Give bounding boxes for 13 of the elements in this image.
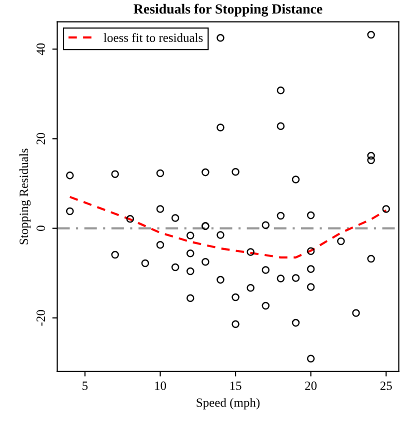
x-tick-label: 20 bbox=[305, 382, 317, 390]
chart-title: Residuals for Stopping Distance bbox=[134, 4, 322, 17]
y-tick-label: 0 bbox=[36, 226, 45, 231]
legend-label: loess fit to residuals bbox=[104, 33, 203, 42]
x-axis-title: Speed (mph) bbox=[196, 398, 260, 410]
x-tick-label: 25 bbox=[380, 382, 392, 390]
y-axis-title: Stopping Residuals bbox=[19, 148, 31, 244]
x-tick-label: 15 bbox=[230, 382, 242, 390]
y-tick-label: -20 bbox=[36, 310, 45, 326]
x-tick-label: 5 bbox=[82, 382, 88, 390]
y-tick-label: 40 bbox=[36, 43, 45, 56]
x-tick-label: 10 bbox=[155, 382, 166, 390]
y-tick-label: 20 bbox=[36, 132, 45, 144]
